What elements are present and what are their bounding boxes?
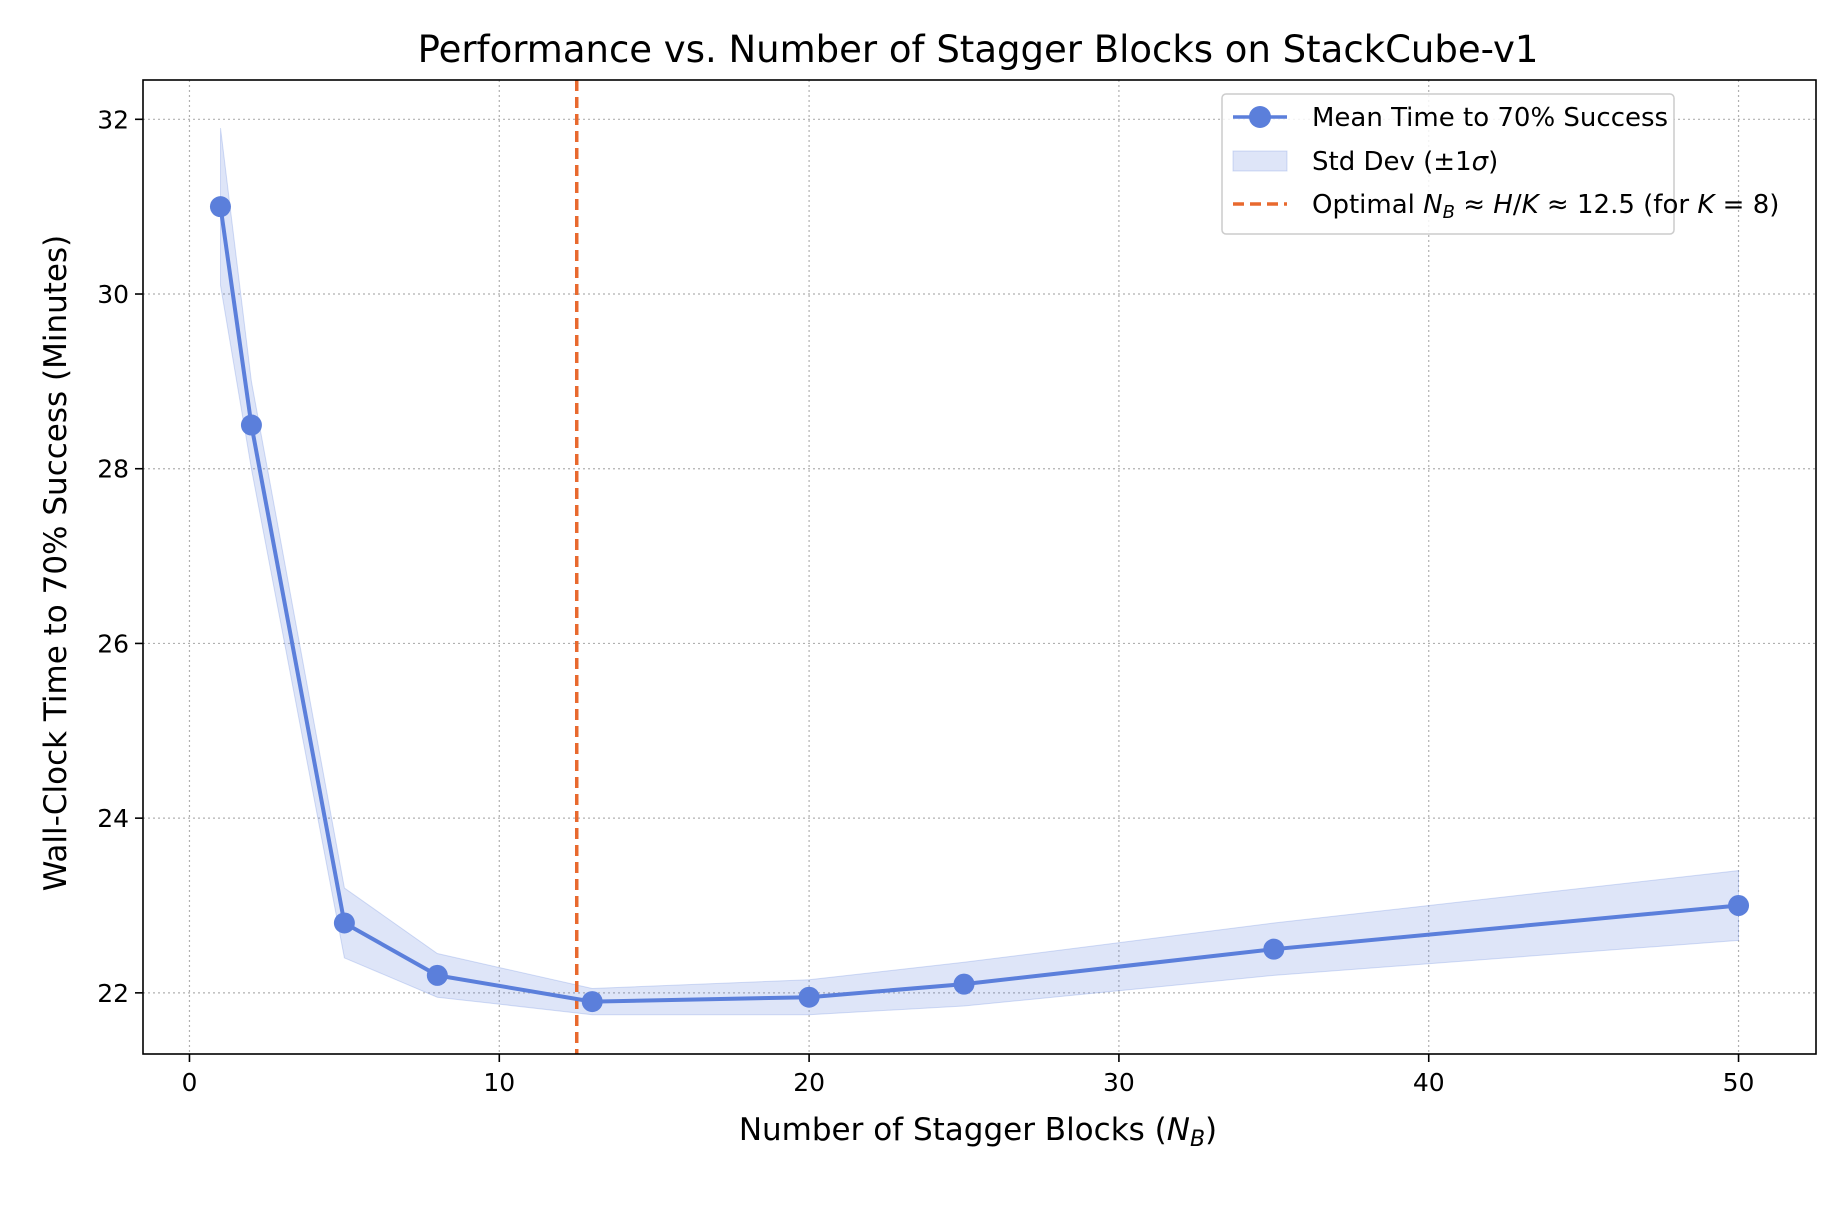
data-point xyxy=(798,986,820,1008)
x-tick-label: 30 xyxy=(1103,1068,1135,1097)
y-axis-ticks: 22 24 26 28 30 32 xyxy=(97,105,143,1008)
data-point xyxy=(333,912,355,934)
chart-title: Performance vs. Number of Stagger Blocks… xyxy=(418,28,1539,71)
series-group xyxy=(209,196,1750,1013)
x-tick-label: 20 xyxy=(793,1068,825,1097)
legend-entry-mean: Mean Time to 70% Success xyxy=(1312,103,1668,133)
y-tick-label: 22 xyxy=(97,979,129,1008)
legend-frame xyxy=(1221,93,1675,235)
y-tick-label: 26 xyxy=(97,629,129,658)
x-tick-label: 50 xyxy=(1723,1068,1755,1097)
data-point xyxy=(581,991,603,1013)
std-dev-band-area xyxy=(220,127,1739,1016)
data-point xyxy=(209,196,231,218)
legend: Mean Time to 70% Success Std Dev (±1σ) O… xyxy=(1221,93,1779,235)
y-tick-label: 24 xyxy=(97,804,129,833)
y-tick-label: 28 xyxy=(97,455,129,484)
legend-entry-optimal: Optimal NB ≈ H/K ≈ 12.5 (for K = 8) xyxy=(1312,190,1779,223)
x-tick-label: 0 xyxy=(182,1068,198,1097)
legend-entry-std-dev: Std Dev (±1σ) xyxy=(1312,147,1498,177)
data-point xyxy=(240,414,262,436)
grid xyxy=(143,80,1816,1054)
std-dev-band xyxy=(220,127,1739,1016)
legend-band-swatch xyxy=(1232,150,1288,172)
x-tick-label: 10 xyxy=(483,1068,515,1097)
plot-frame xyxy=(142,79,1817,1055)
series-line xyxy=(218,206,1739,1004)
x-axis-label: Number of Stagger Blocks (NB) xyxy=(739,1112,1217,1152)
y-tick-label: 32 xyxy=(97,105,129,134)
x-axis-ticks: 0 10 20 30 40 50 xyxy=(182,1054,1755,1097)
data-point xyxy=(1728,894,1750,916)
y-axis-label: Wall-Clock Time to 70% Success (Minutes) xyxy=(38,235,74,891)
y-tick-label: 30 xyxy=(97,280,129,309)
data-point xyxy=(426,964,448,986)
data-point xyxy=(953,973,975,995)
legend-marker-swatch xyxy=(1249,106,1271,128)
x-tick-label: 40 xyxy=(1413,1068,1445,1097)
data-point xyxy=(1263,938,1285,960)
